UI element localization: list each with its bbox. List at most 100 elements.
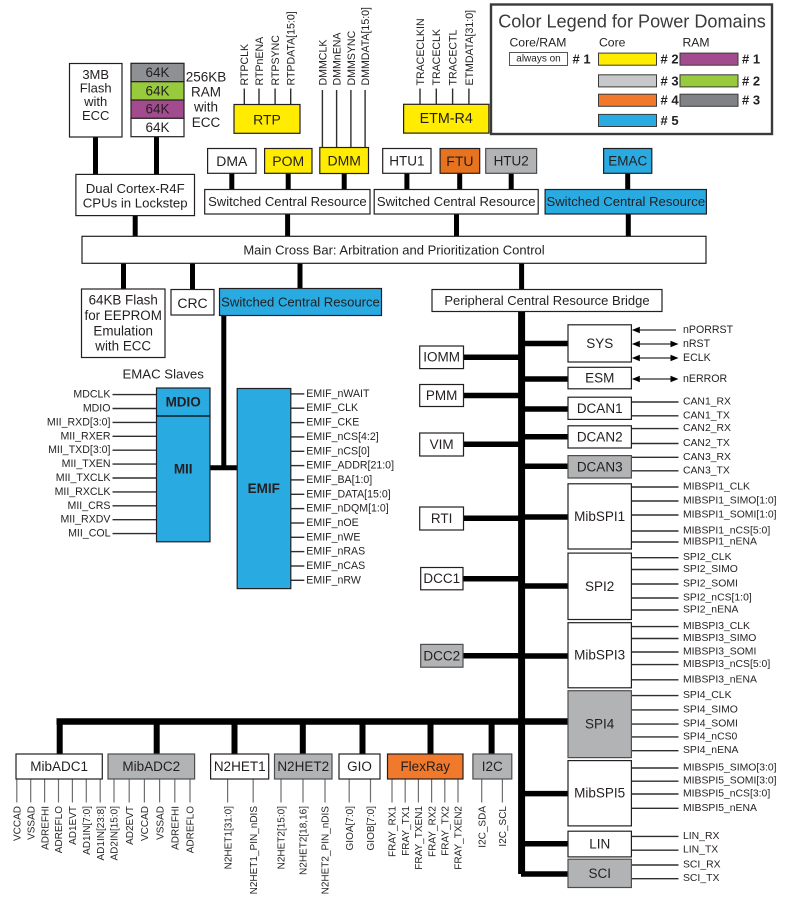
svg-text:# 1: # 1 bbox=[742, 52, 760, 67]
svg-text:SCI_TX: SCI_TX bbox=[683, 873, 719, 884]
svg-text:DCAN1: DCAN1 bbox=[577, 401, 623, 416]
svg-text:GIO: GIO bbox=[347, 759, 372, 774]
svg-text:EMIF_nWAIT: EMIF_nWAIT bbox=[306, 388, 370, 400]
svg-text:VCCAD: VCCAD bbox=[140, 806, 151, 841]
svg-text:Color Legend for Power Domains: Color Legend for Power Domains bbox=[498, 12, 766, 32]
svg-text:EMIF_nRW: EMIF_nRW bbox=[306, 574, 361, 586]
svg-text:MIBSPI5_nENA: MIBSPI5_nENA bbox=[683, 803, 757, 814]
svg-text:FRAY_RX1: FRAY_RX1 bbox=[388, 806, 399, 857]
svg-text:AD2EVT: AD2EVT bbox=[125, 806, 136, 845]
svg-text:MII_TXD[3:0]: MII_TXD[3:0] bbox=[48, 444, 110, 456]
svg-text:RTPnENA: RTPnENA bbox=[254, 36, 266, 86]
svg-text:Switched Central Resource: Switched Central Resource bbox=[208, 194, 367, 209]
svg-text:MII: MII bbox=[174, 462, 193, 477]
svg-text:MIBSPI1_SIMO[1:0]: MIBSPI1_SIMO[1:0] bbox=[683, 496, 777, 507]
svg-text:EMAC: EMAC bbox=[608, 153, 647, 168]
svg-text:MIBSPI5_SIMO[3:0]: MIBSPI5_SIMO[3:0] bbox=[683, 763, 777, 774]
svg-text:DMMSYNC: DMMSYNC bbox=[346, 30, 358, 85]
svg-text:MIBSPI3_SOMI: MIBSPI3_SOMI bbox=[683, 647, 756, 658]
svg-text:MibSPI5: MibSPI5 bbox=[574, 786, 625, 801]
svg-text:CPUs in Lockstep: CPUs in Lockstep bbox=[83, 195, 188, 210]
svg-text:MibSPI1: MibSPI1 bbox=[574, 509, 625, 524]
svg-text:LIN_TX: LIN_TX bbox=[683, 845, 718, 856]
svg-text:LIN: LIN bbox=[589, 837, 610, 852]
svg-text:RAM: RAM bbox=[683, 36, 710, 50]
svg-text:I2C_SDA: I2C_SDA bbox=[477, 806, 488, 848]
svg-text:64K: 64K bbox=[145, 120, 169, 135]
svg-text:MII_RXER: MII_RXER bbox=[60, 430, 110, 442]
svg-text:VSSAD: VSSAD bbox=[26, 806, 37, 840]
svg-text:ECC: ECC bbox=[82, 108, 109, 123]
svg-text:GIOA[7:0]: GIOA[7:0] bbox=[345, 806, 356, 851]
svg-text:ADREFLO: ADREFLO bbox=[186, 806, 197, 853]
svg-text:EMIF_nRAS: EMIF_nRAS bbox=[306, 546, 365, 558]
svg-text:ADREFHI: ADREFHI bbox=[171, 806, 182, 850]
svg-text:SCI_RX: SCI_RX bbox=[683, 860, 721, 871]
svg-text:with: with bbox=[193, 100, 218, 115]
svg-text:MIBSPI3_nCS[5:0]: MIBSPI3_nCS[5:0] bbox=[683, 659, 770, 670]
svg-text:I2C: I2C bbox=[482, 759, 503, 774]
svg-text:MIBSPI5_nCS[3:0]: MIBSPI5_nCS[3:0] bbox=[683, 789, 770, 800]
svg-text:Switched Central Resource: Switched Central Resource bbox=[221, 295, 380, 310]
svg-text:ETMDATA[31:0]: ETMDATA[31:0] bbox=[464, 10, 476, 86]
svg-text:EMIF_nCAS: EMIF_nCAS bbox=[306, 560, 365, 572]
svg-text:VCCAD: VCCAD bbox=[13, 806, 24, 841]
svg-text:EMIF: EMIF bbox=[248, 481, 280, 496]
svg-text:N2HET1[31:0]: N2HET1[31:0] bbox=[223, 806, 234, 870]
svg-text:64K: 64K bbox=[145, 102, 169, 117]
svg-text:AD1IN[7:0]: AD1IN[7:0] bbox=[82, 806, 93, 855]
svg-text:HTU1: HTU1 bbox=[389, 153, 424, 168]
svg-text:MIBSPI1_nENA: MIBSPI1_nENA bbox=[683, 537, 757, 548]
svg-text:3MB: 3MB bbox=[82, 67, 109, 82]
svg-text:MII_RXDV: MII_RXDV bbox=[60, 514, 111, 526]
svg-text:FRAY_RX2: FRAY_RX2 bbox=[427, 806, 438, 857]
svg-text:# 4: # 4 bbox=[661, 93, 680, 108]
svg-text:nERROR: nERROR bbox=[683, 373, 727, 385]
svg-text:EMIF_BA[1:0]: EMIF_BA[1:0] bbox=[306, 474, 372, 486]
svg-text:RTP: RTP bbox=[253, 111, 281, 127]
svg-text:I2C_SCL: I2C_SCL bbox=[498, 806, 509, 847]
svg-text:SPI2_SIMO: SPI2_SIMO bbox=[683, 564, 738, 575]
svg-text:TRACECLK: TRACECLK bbox=[431, 29, 443, 86]
svg-text:SPI4_CLK: SPI4_CLK bbox=[683, 690, 732, 701]
svg-text:EMIF_DATA[15:0]: EMIF_DATA[15:0] bbox=[306, 488, 390, 500]
svg-text:N2HET2[15:0]: N2HET2[15:0] bbox=[277, 806, 288, 870]
svg-text:FTU: FTU bbox=[446, 153, 473, 169]
svg-text:Core: Core bbox=[599, 36, 626, 50]
svg-text:nRST: nRST bbox=[683, 338, 711, 350]
svg-text:MII_TXCLK: MII_TXCLK bbox=[56, 472, 111, 484]
svg-text:Main Cross Bar: Arbitration an: Main Cross Bar: Arbitration and Prioriti… bbox=[243, 243, 544, 258]
svg-text:MII_RXCLK: MII_RXCLK bbox=[55, 486, 111, 498]
svg-text:MibSPI3: MibSPI3 bbox=[574, 648, 625, 663]
svg-text:FRAY_TXEN2: FRAY_TXEN2 bbox=[454, 806, 465, 870]
svg-text:CRC: CRC bbox=[177, 295, 207, 311]
svg-text:MIBSPI3_CLK: MIBSPI3_CLK bbox=[683, 621, 750, 632]
svg-text:TRACECTL: TRACECTL bbox=[448, 29, 460, 85]
svg-text:MDIO: MDIO bbox=[83, 403, 111, 415]
svg-text:# 1: # 1 bbox=[573, 52, 591, 67]
svg-text:MibADC1: MibADC1 bbox=[30, 759, 88, 774]
svg-text:ETM-R4: ETM-R4 bbox=[420, 111, 473, 127]
svg-text:Switched Central Resource: Switched Central Resource bbox=[377, 194, 536, 209]
svg-text:DMMDATA[15:0]: DMMDATA[15:0] bbox=[360, 7, 372, 86]
svg-text:RTPCLK: RTPCLK bbox=[239, 44, 251, 86]
svg-text:CAN1_RX: CAN1_RX bbox=[683, 397, 731, 408]
svg-text:FRAY_TX2: FRAY_TX2 bbox=[441, 806, 452, 856]
svg-text:SPI4_SIMO: SPI4_SIMO bbox=[683, 704, 738, 715]
svg-text:# 3: # 3 bbox=[742, 93, 760, 108]
svg-text:HTU2: HTU2 bbox=[494, 153, 529, 168]
svg-text:GIOB[7:0]: GIOB[7:0] bbox=[366, 806, 377, 851]
svg-text:64K: 64K bbox=[145, 65, 169, 80]
svg-text:SPI4_nCS0: SPI4_nCS0 bbox=[683, 731, 738, 742]
svg-text:SPI2_nCS[1:0]: SPI2_nCS[1:0] bbox=[683, 593, 752, 604]
svg-text:Peripheral Central Resource Br: Peripheral Central Resource Bridge bbox=[444, 293, 649, 308]
svg-text:FlexRay: FlexRay bbox=[400, 759, 450, 774]
svg-text:EMIF_nWE: EMIF_nWE bbox=[306, 531, 360, 543]
svg-text:ECLK: ECLK bbox=[683, 352, 711, 364]
svg-text:DMA: DMA bbox=[216, 153, 248, 169]
svg-text:MDCLK: MDCLK bbox=[73, 389, 110, 401]
svg-text:DMMnENA: DMMnENA bbox=[332, 32, 344, 86]
svg-text:Emulation: Emulation bbox=[93, 323, 153, 338]
svg-text:EMIF_ADDR[21:0]: EMIF_ADDR[21:0] bbox=[306, 460, 394, 472]
svg-text:# 5: # 5 bbox=[661, 113, 679, 128]
